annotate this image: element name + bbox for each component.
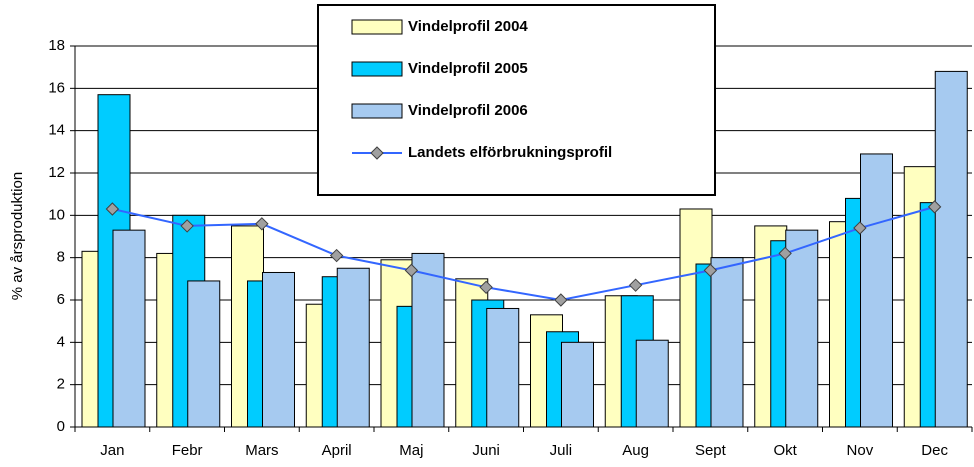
y-tick-label: 0 <box>57 418 65 435</box>
y-tick-label: 8 <box>57 249 65 266</box>
bar <box>561 341 594 428</box>
x-tick-label: Dec <box>921 442 948 459</box>
bar <box>710 257 744 428</box>
legend-swatch <box>351 19 403 35</box>
legend-label: Vindelprofil 2006 <box>408 102 528 119</box>
bar <box>635 339 669 428</box>
line-marker <box>554 293 568 307</box>
line-marker <box>329 248 344 263</box>
x-tick-label: Okt <box>773 442 797 459</box>
line-marker <box>927 200 942 214</box>
legend-label: Vindelprofil 2005 <box>408 60 528 77</box>
bar <box>934 70 968 428</box>
x-tick-label: Nov <box>847 442 874 459</box>
legend-label: Landets elförbrukningsprofil <box>408 144 612 161</box>
legend-swatch <box>351 103 403 119</box>
y-tick-label: 4 <box>57 333 65 350</box>
bar <box>187 280 221 428</box>
x-tick-label: Febr <box>172 442 203 459</box>
x-tick-label: Juni <box>472 442 500 459</box>
legend-label: Vindelprofil 2004 <box>408 18 528 35</box>
y-tick-label: 16 <box>48 79 65 96</box>
bar <box>486 307 520 428</box>
x-tick-label: Sept <box>695 442 727 459</box>
y-tick-label: 6 <box>57 291 65 308</box>
y-tick-label: 14 <box>48 122 65 139</box>
y-tick-label: 18 <box>48 37 65 54</box>
legend-marker <box>370 146 384 160</box>
bar <box>860 153 893 428</box>
legend-box <box>317 4 716 196</box>
bar <box>112 229 146 428</box>
line-marker <box>255 217 269 231</box>
line-marker <box>479 280 493 295</box>
line-marker <box>703 263 718 278</box>
bar <box>262 271 295 428</box>
x-tick-label: Mars <box>245 442 278 459</box>
x-tick-label: April <box>322 442 352 459</box>
legend-swatch <box>351 61 403 77</box>
line-marker <box>853 221 867 235</box>
line-marker <box>778 246 792 261</box>
y-tick-label: 10 <box>48 206 65 223</box>
y-tick-label: 12 <box>48 164 65 181</box>
x-tick-label: Maj <box>399 442 423 459</box>
line-marker <box>628 278 643 292</box>
y-axis-label: % av årsproduktion <box>9 172 26 300</box>
line-marker <box>404 263 419 278</box>
x-tick-label: Juli <box>550 442 573 459</box>
line <box>112 205 935 302</box>
y-tick-label: 2 <box>57 376 65 393</box>
x-tick-label: Jan <box>100 442 124 459</box>
bar <box>785 229 819 428</box>
bar <box>411 252 445 428</box>
bar <box>336 267 370 428</box>
line-marker <box>105 202 120 216</box>
x-tick-label: Aug <box>622 442 649 459</box>
line-marker <box>180 219 194 233</box>
